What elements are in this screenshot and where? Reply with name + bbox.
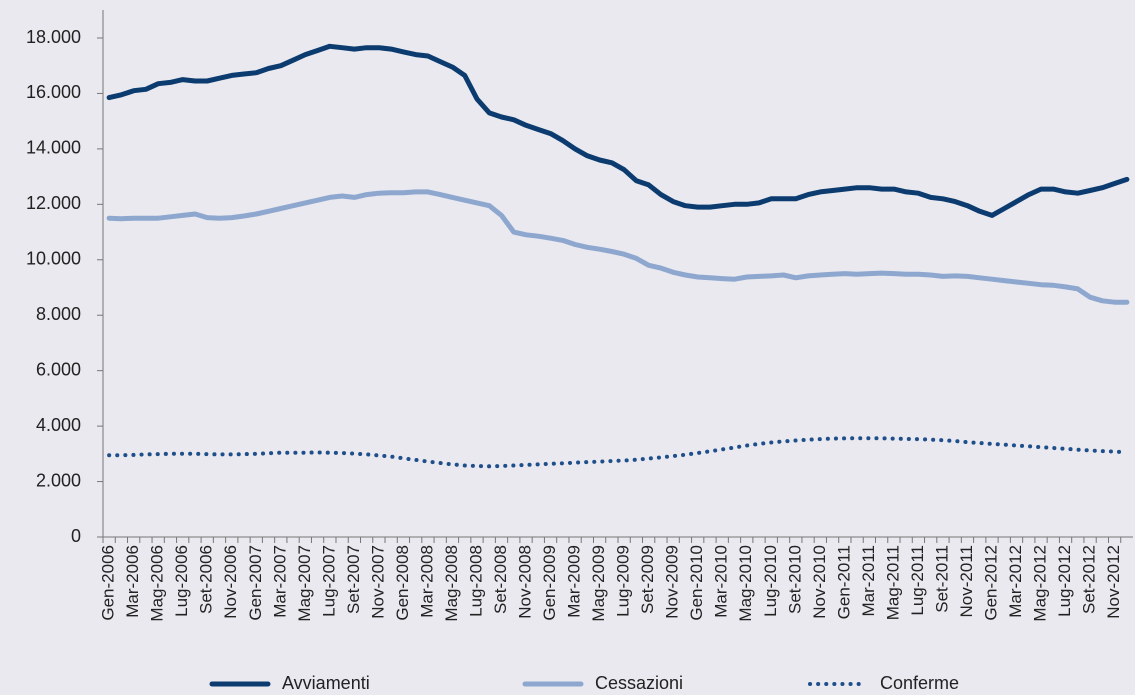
x-tick-label: Lug-2006: [172, 545, 191, 617]
series-line: [106, 189, 1130, 305]
y-tick-label: 16.000: [26, 82, 81, 102]
y-tick-label: 0: [71, 526, 81, 546]
series-line: [106, 43, 1130, 218]
x-tick-label: Mag-2011: [883, 545, 902, 620]
x-tick-label: Set-2012: [1080, 545, 1099, 614]
x-tick-label: Gen-2010: [687, 545, 706, 621]
x-tick-label: Mar-2007: [270, 545, 289, 618]
x-tick-label: Nov-2009: [663, 545, 682, 619]
y-tick-label: 14.000: [26, 138, 81, 158]
x-tick-label: Nov-2008: [516, 545, 535, 619]
x-tick-label: Lug-2009: [614, 545, 633, 617]
x-tick-label: Lug-2007: [319, 545, 338, 617]
y-tick-label: 18.000: [26, 27, 81, 47]
x-tick-label: Nov-2010: [810, 545, 829, 619]
y-tick-label: 4.000: [36, 415, 81, 435]
x-tick-label: Mar-2011: [859, 545, 878, 617]
x-tick-label: Set-2006: [197, 545, 216, 614]
x-tick-label: Set-2007: [344, 545, 363, 614]
x-tick-label: Nov-2006: [221, 545, 240, 619]
series-line: [107, 436, 1129, 469]
x-tick-label: Lug-2011: [908, 545, 927, 616]
x-tick-label: Set-2009: [638, 545, 657, 614]
y-tick-label: 10.000: [26, 249, 81, 269]
legend-label: Conferme: [880, 673, 959, 693]
x-tick-label: Nov-2011: [957, 545, 976, 617]
y-tick-label: 2.000: [36, 470, 81, 490]
legend-label: Avviamenti: [282, 673, 370, 693]
x-tick-label: Lug-2010: [761, 545, 780, 617]
y-tick-label: 12.000: [26, 193, 81, 213]
x-tick-label: Mar-2008: [417, 545, 436, 618]
x-tick-label: Gen-2011: [834, 545, 853, 619]
x-tick-label: Mag-2010: [736, 545, 755, 622]
x-tick-label: Mag-2006: [148, 545, 167, 622]
x-tick-label: Gen-2007: [246, 545, 265, 621]
y-tick-label: 6.000: [36, 359, 81, 379]
x-tick-label: Mag-2007: [295, 545, 314, 622]
x-tick-label: Mar-2006: [123, 545, 142, 618]
x-tick-label: Lug-2012: [1055, 545, 1074, 617]
x-tick-label: Lug-2008: [466, 545, 485, 617]
x-tick-label: Mag-2009: [589, 545, 608, 622]
legend-label: Cessazioni: [595, 673, 683, 693]
x-tick-label: Set-2010: [785, 545, 804, 614]
x-tick-label: Mag-2008: [442, 545, 461, 622]
x-tick-label: Set-2011: [932, 545, 951, 613]
x-tick-label: Mar-2010: [712, 545, 731, 618]
x-tick-label: Gen-2009: [540, 545, 559, 621]
y-tick-label: 8.000: [36, 304, 81, 324]
x-tick-label: Gen-2006: [99, 545, 118, 621]
x-tick-label: Mag-2012: [1031, 545, 1050, 622]
x-tick-label: Gen-2008: [393, 545, 412, 621]
x-tick-label: Gen-2012: [981, 545, 1000, 621]
x-tick-label: Nov-2012: [1104, 545, 1123, 619]
x-tick-label: Mar-2012: [1006, 545, 1025, 618]
x-tick-label: Nov-2007: [368, 545, 387, 619]
x-tick-label: Set-2008: [491, 545, 510, 614]
x-tick-label: Mar-2009: [565, 545, 584, 618]
